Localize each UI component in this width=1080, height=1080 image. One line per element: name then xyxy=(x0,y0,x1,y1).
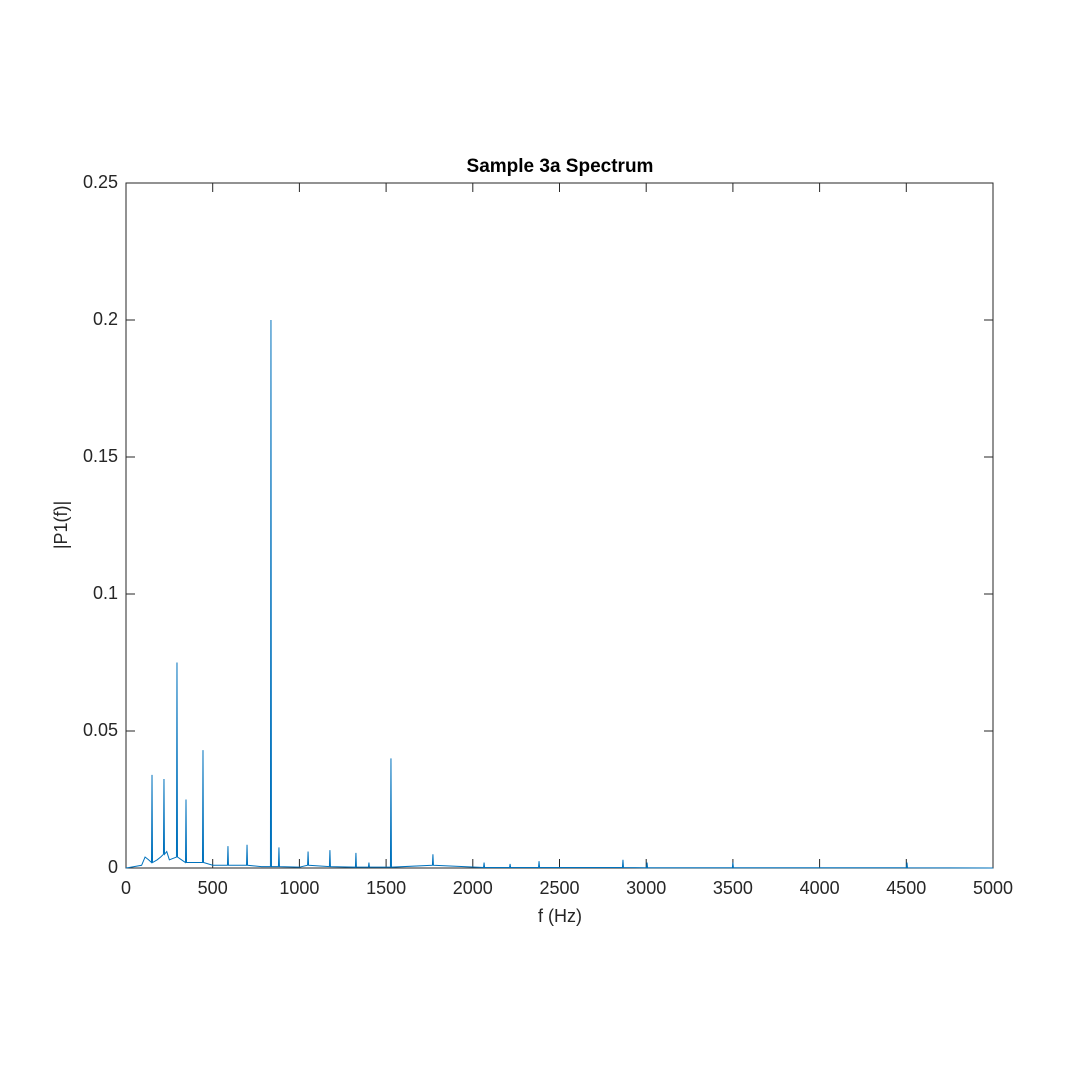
chart-title: Sample 3a Spectrum xyxy=(467,156,654,177)
y-axis-label: |P1(f)| xyxy=(51,501,71,549)
y-tick-label: 0.1 xyxy=(93,583,118,603)
x-tick-label: 2000 xyxy=(453,878,493,898)
x-tick-label: 2500 xyxy=(539,878,579,898)
x-tick-label: 5000 xyxy=(973,878,1013,898)
spectrum-line xyxy=(125,319,994,869)
x-tick-label: 4500 xyxy=(886,878,926,898)
x-tick-label: 1000 xyxy=(279,878,319,898)
y-tick-label: 0.15 xyxy=(83,446,118,466)
x-tick-label: 500 xyxy=(198,878,228,898)
y-tick-label: 0.05 xyxy=(83,720,118,740)
x-tick-label: 1500 xyxy=(366,878,406,898)
y-tick-label: 0.2 xyxy=(93,309,118,329)
x-tick-label: 4000 xyxy=(800,878,840,898)
x-tick-label: 0 xyxy=(121,878,131,898)
x-tick-label: 3500 xyxy=(713,878,753,898)
axes-box xyxy=(125,182,994,869)
y-tick-label: 0.25 xyxy=(83,172,118,192)
x-axis-label: f (Hz) xyxy=(538,906,582,926)
x-tick-label: 3000 xyxy=(626,878,666,898)
y-tick-label: 0 xyxy=(108,857,118,877)
